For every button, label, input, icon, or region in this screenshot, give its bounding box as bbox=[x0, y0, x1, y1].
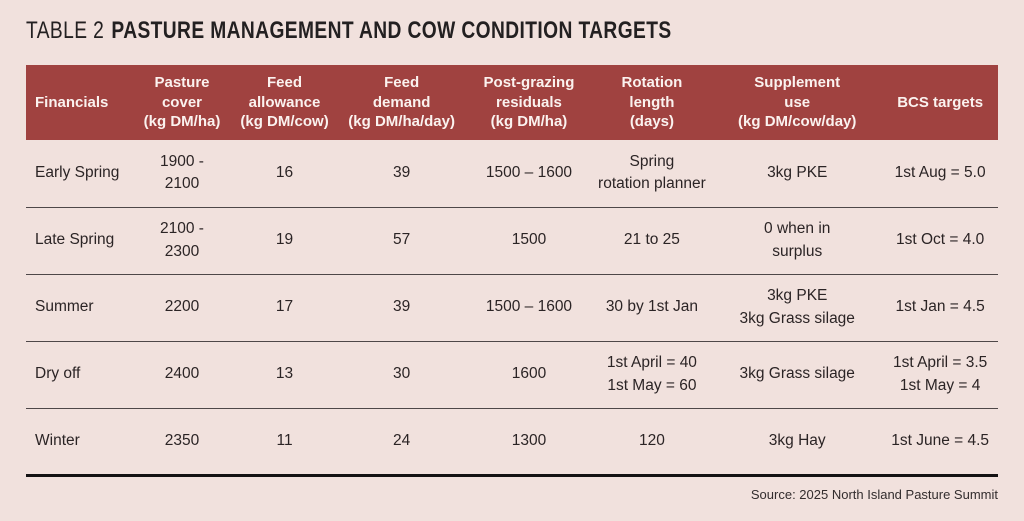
table-cell: 1500 – 1600 bbox=[485, 298, 573, 316]
table-row-winter: Winter 2350 11 24 1300 120 3kg Hay 1st J… bbox=[26, 408, 998, 475]
page: TABLE 2 PASTURE MANAGEMENT AND COW CONDI… bbox=[26, 0, 998, 502]
table-cell: 3kg Hay bbox=[768, 431, 826, 449]
table-row-dry-off: Dry off 2400 13 30 1600 1st April = 40 1… bbox=[26, 341, 998, 408]
column-header-pasture-cover: Pasture cover (kg DM/ha) bbox=[143, 73, 221, 131]
table-cell: 19 bbox=[275, 231, 294, 249]
table-cell: 30 bbox=[393, 365, 411, 383]
table-cell: 16 bbox=[275, 164, 294, 182]
column-header-rotation-length: Rotation length (days) bbox=[621, 73, 683, 131]
table-cell: 39 bbox=[393, 164, 411, 182]
row-label-cell: Dry off bbox=[35, 365, 81, 383]
table-cell: 1600 bbox=[511, 365, 547, 383]
table-cell: 1500 bbox=[511, 231, 547, 249]
table-cell: 3kg Grass silage bbox=[739, 365, 855, 383]
table-row-early-spring: Early Spring 1900 - 2100 16 39 1500 – 16… bbox=[26, 140, 998, 207]
table-cell: 1900 - 2100 bbox=[160, 152, 204, 193]
table-cell: 1st Jan = 4.5 bbox=[895, 298, 985, 316]
table-cell: 2100 - 2300 bbox=[160, 220, 204, 260]
table-cell: 2200 bbox=[164, 298, 200, 316]
table-cell: 57 bbox=[393, 231, 411, 249]
row-label-cell: Summer bbox=[35, 298, 94, 316]
table-cell: 21 to 25 bbox=[623, 231, 680, 249]
table-cell: 1st April = 40 1st May = 60 bbox=[606, 354, 697, 394]
column-header-post-grazing-residuals: Post-grazing residuals (kg DM/ha) bbox=[483, 73, 575, 131]
row-label-cell: Winter bbox=[35, 431, 80, 449]
table-cell: 1500 – 1600 bbox=[485, 164, 573, 182]
table-cell: 2400 bbox=[164, 365, 200, 383]
table-cell: 1st June = 4.5 bbox=[891, 431, 990, 449]
table-cell: 1st Aug = 5.0 bbox=[894, 164, 986, 182]
table-cell: 0 when in surplus bbox=[764, 220, 831, 260]
table-cell: 13 bbox=[275, 365, 294, 383]
table-cell: 11 bbox=[276, 431, 293, 449]
pasture-management-table: Financials Pasture cover (kg DM/ha) Feed… bbox=[26, 65, 998, 477]
column-header-bcs-targets: BCS targets bbox=[897, 93, 984, 111]
table-cell: 3kg PKE bbox=[767, 164, 828, 182]
table-cell: Spring rotation planner bbox=[598, 152, 706, 193]
source-note: Source: 2025 North Island Pasture Summit bbox=[750, 486, 998, 502]
column-header-financials: Financials bbox=[35, 93, 109, 111]
row-label-cell: Early Spring bbox=[35, 164, 120, 182]
table-cell: 3kg PKE 3kg Grass silage bbox=[739, 287, 855, 327]
table-body: Early Spring 1900 - 2100 16 39 1500 – 16… bbox=[26, 140, 998, 475]
table-cell: 30 by 1st Jan bbox=[605, 298, 699, 316]
title-table-number: TABLE 2 bbox=[26, 17, 105, 44]
table-header: Financials Pasture cover (kg DM/ha) Feed… bbox=[26, 65, 998, 140]
title-main-text: PASTURE MANAGEMENT AND COW CONDITION TAR… bbox=[111, 17, 672, 44]
table-cell: 39 bbox=[393, 298, 411, 316]
table-row-summer: Summer 2200 17 39 1500 – 1600 30 by 1st … bbox=[26, 274, 998, 341]
table-cell: 2350 bbox=[164, 431, 200, 449]
table-cell: 24 bbox=[393, 431, 411, 449]
column-header-feed-demand: Feed demand (kg DM/ha/day) bbox=[348, 73, 455, 131]
row-label-cell: Late Spring bbox=[35, 231, 115, 249]
header-row: Financials Pasture cover (kg DM/ha) Feed… bbox=[26, 65, 998, 140]
table-cell: 120 bbox=[638, 431, 665, 449]
table-cell: 1st Oct = 4.0 bbox=[895, 231, 985, 249]
page-title: TABLE 2 PASTURE MANAGEMENT AND COW CONDI… bbox=[26, 14, 998, 48]
column-header-supplement-use: Supplement use (kg DM/cow/day) bbox=[738, 73, 857, 131]
column-header-feed-allowance: Feed allowance (kg DM/cow) bbox=[240, 73, 329, 131]
page-title-text: TABLE 2 PASTURE MANAGEMENT AND COW CONDI… bbox=[26, 17, 672, 45]
table-row-late-spring: Late Spring 2100 - 2300 19 57 1500 21 to… bbox=[26, 207, 998, 274]
table-cell: 17 bbox=[275, 298, 294, 316]
table-cell: 1st April = 3.5 1st May = 4 bbox=[892, 354, 988, 394]
table-cell: 1300 bbox=[511, 431, 547, 449]
